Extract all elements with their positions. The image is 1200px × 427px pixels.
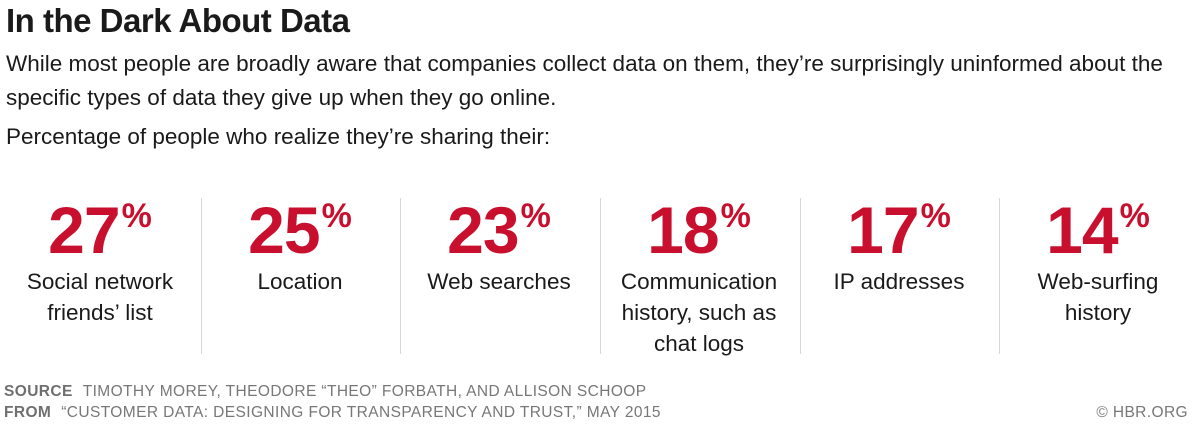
- stat-unit: %: [321, 197, 352, 235]
- stat-label: Communication history, such as chat logs: [620, 269, 778, 356]
- stat-label: Social network friends’ list: [26, 269, 174, 325]
- stat-unit: %: [520, 197, 551, 235]
- stat-label: IP addresses: [833, 269, 965, 294]
- stat-ip-addresses: 17% IP addresses: [800, 196, 998, 356]
- column-divider: [600, 198, 601, 354]
- stat-number: 27: [48, 193, 120, 267]
- stat-social-network: 27% Social network friends’ list: [1, 196, 199, 356]
- stat-web-surfing-history: 14% Web-surfing history: [999, 196, 1197, 356]
- source-key: SOURCE: [4, 383, 73, 400]
- stat-unit: %: [720, 197, 751, 235]
- column-divider: [800, 198, 801, 354]
- stat-label: Location: [257, 269, 343, 294]
- stat-unit: %: [920, 197, 951, 235]
- column-divider: [999, 198, 1000, 354]
- stat-number: 25: [248, 193, 320, 267]
- from-key: FROM: [4, 404, 52, 421]
- stat-unit: %: [121, 197, 152, 235]
- chart-lead: Percentage of people who realize they’re…: [6, 124, 551, 149]
- column-divider: [201, 198, 202, 354]
- stat-number: 23: [447, 193, 519, 267]
- source-line: SOURCE TIMOTHY MOREY, THEODORE “THEO” FOR…: [4, 383, 647, 401]
- source-text: TIMOTHY MOREY, THEODORE “THEO” FORBATH, …: [82, 383, 647, 400]
- stat-number: 18: [647, 193, 719, 267]
- stat-value: 25%: [201, 196, 399, 264]
- stat-label: Web-surfing history: [1037, 269, 1159, 325]
- stat-value: 14%: [999, 196, 1197, 264]
- copyright-credit: © HBR.ORG: [1096, 404, 1188, 421]
- stats-row: 27% Social network friends’ list 25% Loc…: [0, 196, 1200, 356]
- stat-value: 17%: [800, 196, 998, 264]
- stat-location: 25% Location: [201, 196, 399, 356]
- stat-web-searches: 23% Web searches: [400, 196, 598, 356]
- from-line: FROM “CUSTOMER DATA: DESIGNING FOR TRANSP…: [4, 404, 661, 422]
- stat-number: 17: [847, 193, 919, 267]
- stat-value: 23%: [400, 196, 598, 264]
- stat-communication-history: 18% Communication history, such as chat …: [600, 196, 798, 356]
- stat-label: Web searches: [427, 269, 571, 294]
- chart-subtitle: While most people are broadly aware that…: [6, 51, 1163, 110]
- column-divider: [400, 198, 401, 354]
- chart-title: In the Dark About Data: [6, 2, 350, 39]
- stat-value: 27%: [1, 196, 199, 264]
- stat-unit: %: [1119, 197, 1150, 235]
- from-text: “CUSTOMER DATA: DESIGNING FOR TRANSPAREN…: [61, 404, 661, 421]
- stat-number: 14: [1046, 193, 1118, 267]
- stat-value: 18%: [600, 196, 798, 264]
